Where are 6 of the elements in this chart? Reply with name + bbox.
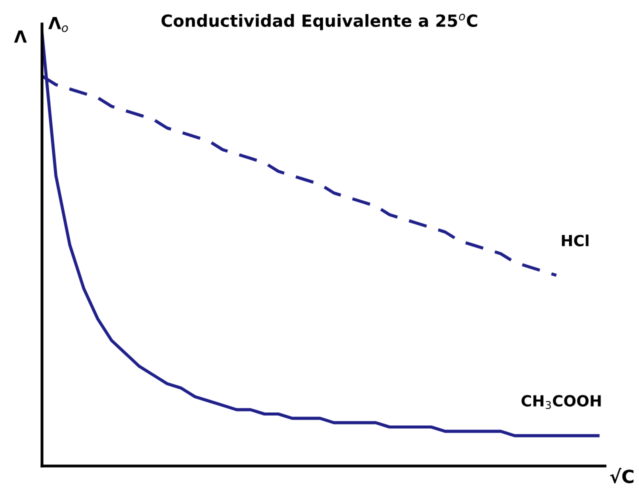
series-label: HCl — [562, 234, 588, 246]
chart-title: Conductividad Equivalente a 25$^{o}$C — [161, 14, 478, 30]
series-label: CH$_{3}$COOH — [522, 395, 601, 410]
y-axis-title: Λ — [14, 30, 27, 43]
x-axis-title: √C — [610, 468, 634, 484]
text: Λ$_{o}$ — [48, 17, 68, 32]
